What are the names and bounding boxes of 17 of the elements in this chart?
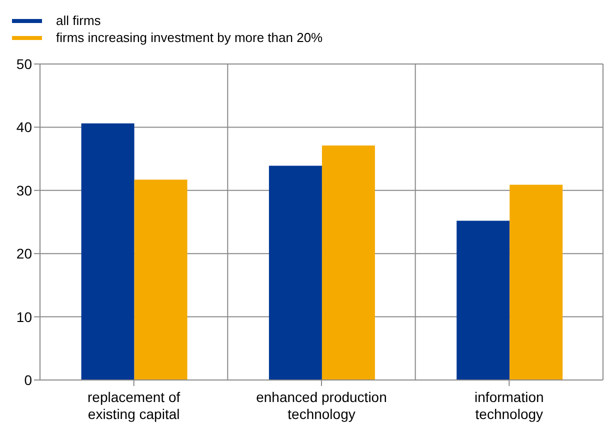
bar (268, 166, 322, 380)
bar (510, 184, 563, 380)
y-tick-label: 10 (16, 308, 32, 325)
y-tick-label: 30 (16, 182, 32, 198)
x-tick-label: replacement of existing capital (88, 389, 180, 422)
legend-label: all firms (56, 13, 101, 28)
bar (134, 180, 188, 380)
y-tick-label: 0 (24, 372, 32, 388)
x-tick-label: information technology (474, 389, 544, 422)
y-tick-label: 50 (16, 56, 32, 72)
bar (456, 220, 510, 380)
x-tick-label: enhanced production technology (256, 389, 387, 422)
y-tick-label: 40 (16, 119, 32, 136)
legend-label: firms increasing investment by more than 20% (56, 30, 323, 45)
bar (81, 123, 134, 380)
bar (322, 146, 375, 380)
y-tick-label: 20 (16, 246, 32, 262)
